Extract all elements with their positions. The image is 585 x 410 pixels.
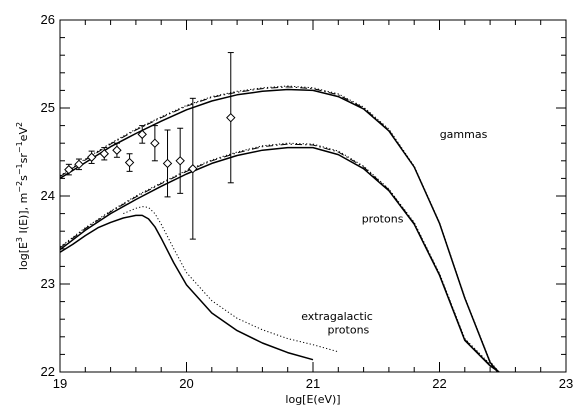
curve-gammas-dotted — [59, 85, 500, 373]
diamond-marker — [64, 164, 74, 175]
x-tick-label: 23 — [559, 376, 573, 391]
diamond-marker — [86, 152, 97, 162]
data-points — [64, 52, 236, 240]
ylabel-sup-a: 3 — [15, 237, 24, 242]
x-tick-label: 22 — [432, 376, 446, 391]
y-axis-title: log[E3 I(E)], m−2s−1sr−1eV2 — [15, 122, 30, 270]
ylabel-sup-b: −2 — [15, 181, 24, 193]
diamond-marker — [112, 145, 122, 155]
x-axis-title: log[E(eV)] — [285, 393, 340, 406]
data-point — [150, 125, 160, 162]
curve-protons-dashed — [59, 143, 500, 373]
model-curves — [59, 85, 500, 373]
diamond-marker — [99, 149, 109, 159]
x-tick-label: 19 — [53, 376, 67, 391]
y-tick-label: 25 — [41, 100, 55, 115]
curve-protons-dotted — [59, 142, 500, 373]
data-point — [124, 153, 135, 172]
annotation-label: protons — [362, 212, 404, 225]
diamond-marker — [150, 138, 160, 148]
x-tick-label: 21 — [306, 376, 320, 391]
data-point — [86, 150, 97, 164]
data-point — [162, 129, 173, 198]
diamond-marker — [162, 158, 173, 169]
diamond-marker — [188, 164, 198, 174]
data-point — [99, 147, 109, 161]
diamond-marker — [124, 157, 135, 168]
data-point — [64, 163, 74, 176]
ylabel-part-b: I(E)], m — [17, 193, 30, 237]
data-point — [112, 142, 122, 158]
ylabel-sup-c: −1 — [15, 163, 24, 175]
data-point — [74, 158, 84, 171]
ylabel-part-d: sr — [17, 153, 30, 164]
ylabel-sup-e: 2 — [15, 122, 24, 127]
ylabel-part-a: log[E — [17, 242, 30, 270]
y-tick-label: 24 — [41, 188, 55, 203]
x-tick-labels: 19 20 21 22 23 — [53, 376, 573, 391]
annotation-label: protons — [328, 323, 370, 336]
data-point — [188, 97, 198, 240]
annotation-label: extragalactic — [301, 310, 373, 323]
diamond-marker — [175, 156, 185, 166]
axis-ticks — [59, 19, 567, 373]
data-point — [175, 127, 185, 194]
diamond-marker — [74, 159, 84, 170]
diamond-marker — [137, 129, 147, 140]
data-point — [226, 52, 236, 184]
y-tick-labels: 22 23 24 25 26 — [41, 12, 55, 379]
curve-extragalactic-protons-solid — [59, 214, 314, 361]
y-tick-label: 26 — [41, 12, 55, 27]
curve-gammas-dashed — [59, 86, 500, 373]
y-tick-label: 23 — [41, 276, 55, 291]
curve-gammas-solid — [59, 88, 499, 373]
annotation-label: gammas — [440, 128, 488, 141]
y-tick-label: 22 — [41, 364, 55, 379]
ylabel-part-c: s — [17, 175, 30, 181]
ylabel-sup-d: −1 — [15, 141, 24, 153]
ylabel-part-e: eV — [17, 127, 30, 142]
data-point — [137, 125, 147, 144]
diamond-marker — [226, 112, 236, 123]
curve-extragalactic-protons-dotted — [123, 206, 339, 353]
x-tick-label: 20 — [179, 376, 193, 391]
